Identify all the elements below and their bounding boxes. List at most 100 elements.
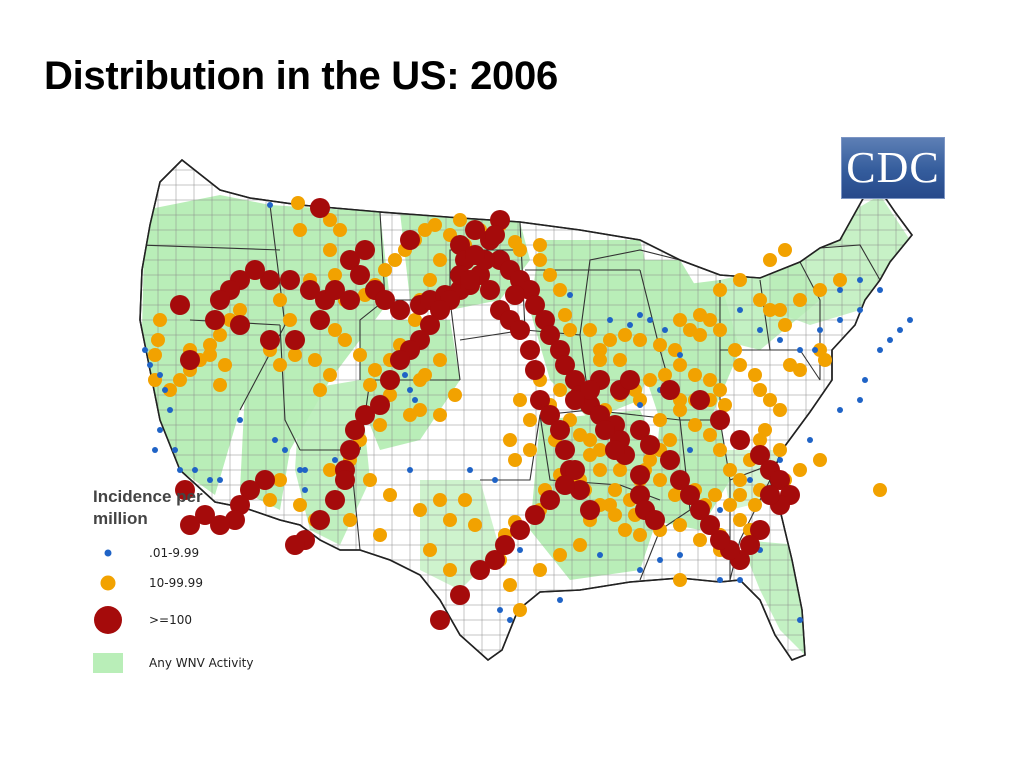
- incidence-marker-mid: [283, 313, 297, 327]
- incidence-marker-mid: [363, 378, 377, 392]
- incidence-marker-high: [175, 480, 195, 500]
- incidence-marker-mid: [713, 323, 727, 337]
- incidence-marker-mid: [793, 363, 807, 377]
- incidence-marker-high: [255, 470, 275, 490]
- incidence-marker-mid: [708, 488, 722, 502]
- incidence-marker-mid: [408, 313, 422, 327]
- incidence-marker-mid: [673, 403, 687, 417]
- incidence-marker-mid: [433, 408, 447, 422]
- incidence-marker-mid: [543, 268, 557, 282]
- incidence-marker-high: [480, 280, 500, 300]
- incidence-marker-high: [280, 270, 300, 290]
- incidence-marker-low: [492, 477, 498, 483]
- incidence-marker-low: [302, 487, 308, 493]
- incidence-marker-low: [897, 327, 903, 333]
- incidence-marker-high: [770, 470, 790, 490]
- incidence-marker-high: [505, 285, 525, 305]
- incidence-marker-mid: [713, 443, 727, 457]
- incidence-marker-high: [390, 300, 410, 320]
- incidence-marker-high: [525, 295, 545, 315]
- incidence-marker-mid: [593, 343, 607, 357]
- incidence-marker-mid: [773, 303, 787, 317]
- incidence-marker-high: [660, 380, 680, 400]
- incidence-marker-mid: [733, 513, 747, 527]
- incidence-marker-low: [332, 457, 338, 463]
- incidence-marker-mid: [323, 213, 337, 227]
- incidence-marker-mid: [273, 473, 287, 487]
- incidence-marker-mid: [533, 253, 547, 267]
- incidence-marker-mid: [513, 393, 527, 407]
- incidence-marker-high: [660, 450, 680, 470]
- incidence-marker-low: [907, 317, 913, 323]
- incidence-marker-mid: [723, 498, 737, 512]
- incidence-marker-low: [862, 377, 868, 383]
- incidence-marker-mid: [813, 453, 827, 467]
- incidence-marker-high: [525, 505, 545, 525]
- incidence-marker-mid: [468, 518, 482, 532]
- incidence-marker-high: [340, 440, 360, 460]
- incidence-marker-high: [240, 480, 260, 500]
- incidence-marker-high: [335, 470, 355, 490]
- incidence-marker-mid: [213, 328, 227, 342]
- incidence-marker-mid: [573, 538, 587, 552]
- incidence-marker-mid: [728, 343, 742, 357]
- incidence-marker-high: [340, 250, 360, 270]
- incidence-marker-mid: [151, 333, 165, 347]
- incidence-marker-high: [465, 220, 485, 240]
- incidence-marker-mid: [443, 563, 457, 577]
- incidence-marker-mid: [713, 283, 727, 297]
- incidence-marker-mid: [513, 603, 527, 617]
- incidence-marker-mid: [428, 218, 442, 232]
- incidence-marker-mid: [763, 253, 777, 267]
- incidence-marker-high: [750, 520, 770, 540]
- incidence-marker-high: [355, 240, 375, 260]
- incidence-marker-low: [757, 327, 763, 333]
- legend-label-mid: 10-99.99: [149, 576, 203, 590]
- incidence-marker-mid: [593, 463, 607, 477]
- incidence-marker-high: [285, 535, 305, 555]
- incidence-marker-low: [157, 372, 163, 378]
- incidence-marker-mid: [563, 323, 577, 337]
- incidence-marker-low: [747, 477, 753, 483]
- incidence-marker-mid: [233, 303, 247, 317]
- incidence-marker-mid: [293, 498, 307, 512]
- incidence-marker-high: [510, 320, 530, 340]
- incidence-marker-mid: [403, 408, 417, 422]
- incidence-marker-mid: [763, 303, 777, 317]
- incidence-marker-mid: [673, 358, 687, 372]
- incidence-marker-low: [172, 447, 178, 453]
- incidence-marker-low: [837, 287, 843, 293]
- incidence-marker-mid: [323, 243, 337, 257]
- incidence-marker-high: [540, 325, 560, 345]
- incidence-marker-high: [260, 330, 280, 350]
- incidence-marker-high: [520, 340, 540, 360]
- incidence-marker-low: [507, 617, 513, 623]
- incidence-marker-mid: [353, 348, 367, 362]
- incidence-marker-mid: [328, 268, 342, 282]
- incidence-marker-high: [740, 535, 760, 555]
- incidence-marker-mid: [368, 363, 382, 377]
- incidence-marker-high: [345, 420, 365, 440]
- incidence-marker-high: [690, 390, 710, 410]
- incidence-marker-low: [607, 317, 613, 323]
- incidence-marker-high: [245, 260, 265, 280]
- incidence-marker-low: [877, 347, 883, 353]
- incidence-marker-mid: [618, 328, 632, 342]
- incidence-marker-high: [180, 515, 200, 535]
- incidence-marker-high: [565, 460, 585, 480]
- incidence-marker-mid: [873, 483, 887, 497]
- incidence-marker-mid: [593, 353, 607, 367]
- incidence-marker-low: [887, 337, 893, 343]
- incidence-marker-high: [430, 610, 450, 630]
- incidence-marker-mid: [693, 308, 707, 322]
- incidence-marker-high: [645, 510, 665, 530]
- incidence-marker-mid: [383, 488, 397, 502]
- incidence-marker-mid: [778, 318, 792, 332]
- incidence-marker-low: [657, 557, 663, 563]
- incidence-marker-low: [677, 552, 683, 558]
- incidence-marker-high: [310, 198, 330, 218]
- incidence-marker-high: [485, 550, 505, 570]
- legend-label-wnv: Any WNV Activity: [149, 656, 254, 670]
- incidence-marker-mid: [413, 503, 427, 517]
- incidence-marker-mid: [583, 448, 597, 462]
